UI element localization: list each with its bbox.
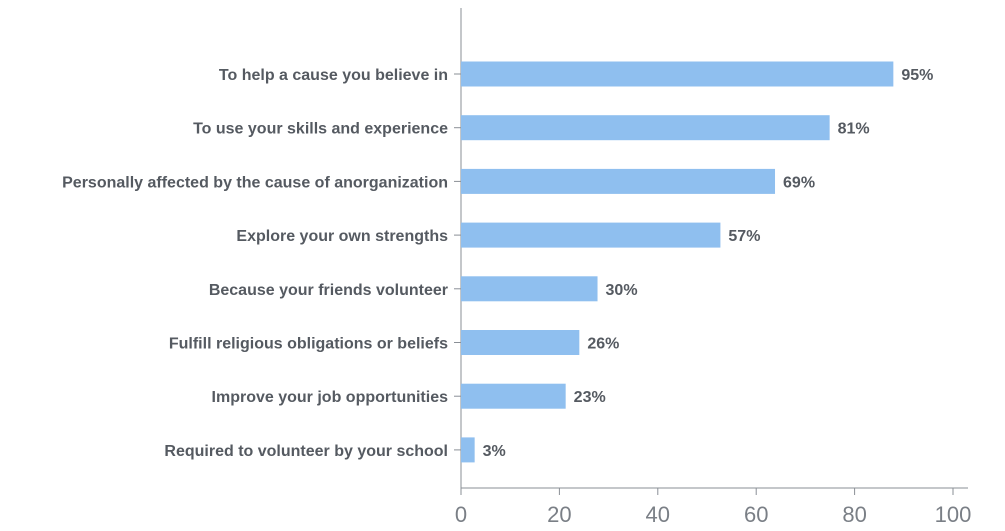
value-label: 81% [838,121,870,138]
value-label: 26% [587,336,619,353]
bars-layer: To help a cause you believe in 95% To use … [62,62,933,463]
bar [461,62,893,87]
category-label: Improve your job opportunities [212,389,449,406]
x-tick-label: 80 [842,502,866,527]
x-tick-label: 0 [455,502,467,527]
category-label: Personally affected by the cause of anor… [62,174,448,191]
bar [461,276,598,301]
x-tick-label: 60 [744,502,768,527]
category-label: To help a cause you believe in [219,67,448,84]
bar [461,437,475,462]
x-ticks-layer: 0 20 40 60 80 100 [455,488,971,527]
category-label: Required to volunteer by your school [164,443,448,460]
category-label: Fulfill religious obligations or beliefs [169,336,448,353]
value-label: 23% [574,389,606,406]
value-label: 69% [783,174,815,191]
category-label: Because your friends volunteer [209,282,448,299]
bar [461,223,720,248]
x-tick-label: 40 [646,502,670,527]
value-label: 57% [728,228,760,245]
value-label: 95% [901,67,933,84]
x-tick-label: 100 [935,502,972,527]
value-label: 30% [606,282,638,299]
bar [461,330,579,355]
value-label: 3% [483,443,506,460]
bar [461,169,775,194]
category-label: To use your skills and experience [193,121,448,138]
category-label: Explore your own strengths [236,228,448,245]
x-tick-label: 20 [547,502,571,527]
bar [461,115,830,140]
bar [461,384,566,409]
